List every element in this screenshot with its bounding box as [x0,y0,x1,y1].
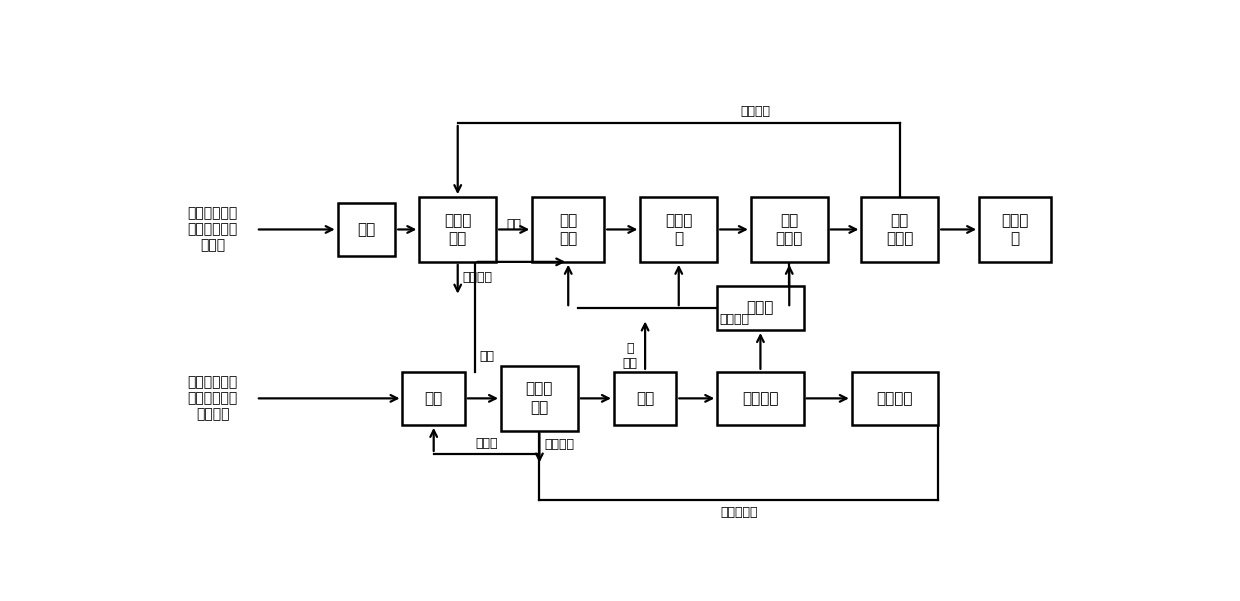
Bar [852,372,939,425]
Bar [532,197,604,262]
Bar [337,203,396,256]
Text: 不
凝气: 不 凝气 [622,341,637,370]
Text: 一级
换热器: 一级 换热器 [775,213,804,246]
Text: 高浓度油泥、
含氯有机污染
土壤、汞: 高浓度油泥、 含氯有机污染 土壤、汞 [187,375,238,421]
Text: 油回收: 油回收 [746,300,774,316]
Text: 低浓度油泥、
非含氯有机污
染土壤: 低浓度油泥、 非含氯有机污 染土壤 [187,206,238,252]
Text: 干燥: 干燥 [424,391,443,406]
Text: 干燥: 干燥 [357,222,376,237]
Text: 气体: 气体 [480,350,495,362]
Text: 导热油: 导热油 [475,437,497,450]
Bar [751,197,828,262]
Text: 热量回用: 热量回用 [719,313,749,326]
Text: 热量回用: 热量回用 [740,105,770,118]
Text: 高温氧
化: 高温氧 化 [665,213,692,246]
Bar [403,372,465,425]
Text: 旋风
除尘: 旋风 除尘 [559,213,578,246]
Text: 气体: 气体 [507,218,522,231]
Bar [614,372,676,425]
Text: 干净渣土: 干净渣土 [544,438,574,451]
Text: 油水分离: 油水分离 [743,391,779,406]
Text: 导热油回用: 导热油回用 [720,506,758,519]
Text: 污水处理: 污水处理 [877,391,913,406]
Bar [980,197,1052,262]
Bar [717,372,804,425]
Bar [717,286,804,330]
Text: 冷凝: 冷凝 [636,391,655,406]
Bar [862,197,939,262]
Text: 干净渣土: 干净渣土 [463,271,492,284]
Text: 间接热
脱附: 间接热 脱附 [526,382,553,415]
Text: 二级
换热器: 二级 换热器 [887,213,914,246]
Text: 尾气处
理: 尾气处 理 [1002,213,1029,246]
Bar [419,197,496,262]
Bar [640,197,717,262]
Text: 直接热
脱附: 直接热 脱附 [444,213,471,246]
Bar [501,366,578,431]
